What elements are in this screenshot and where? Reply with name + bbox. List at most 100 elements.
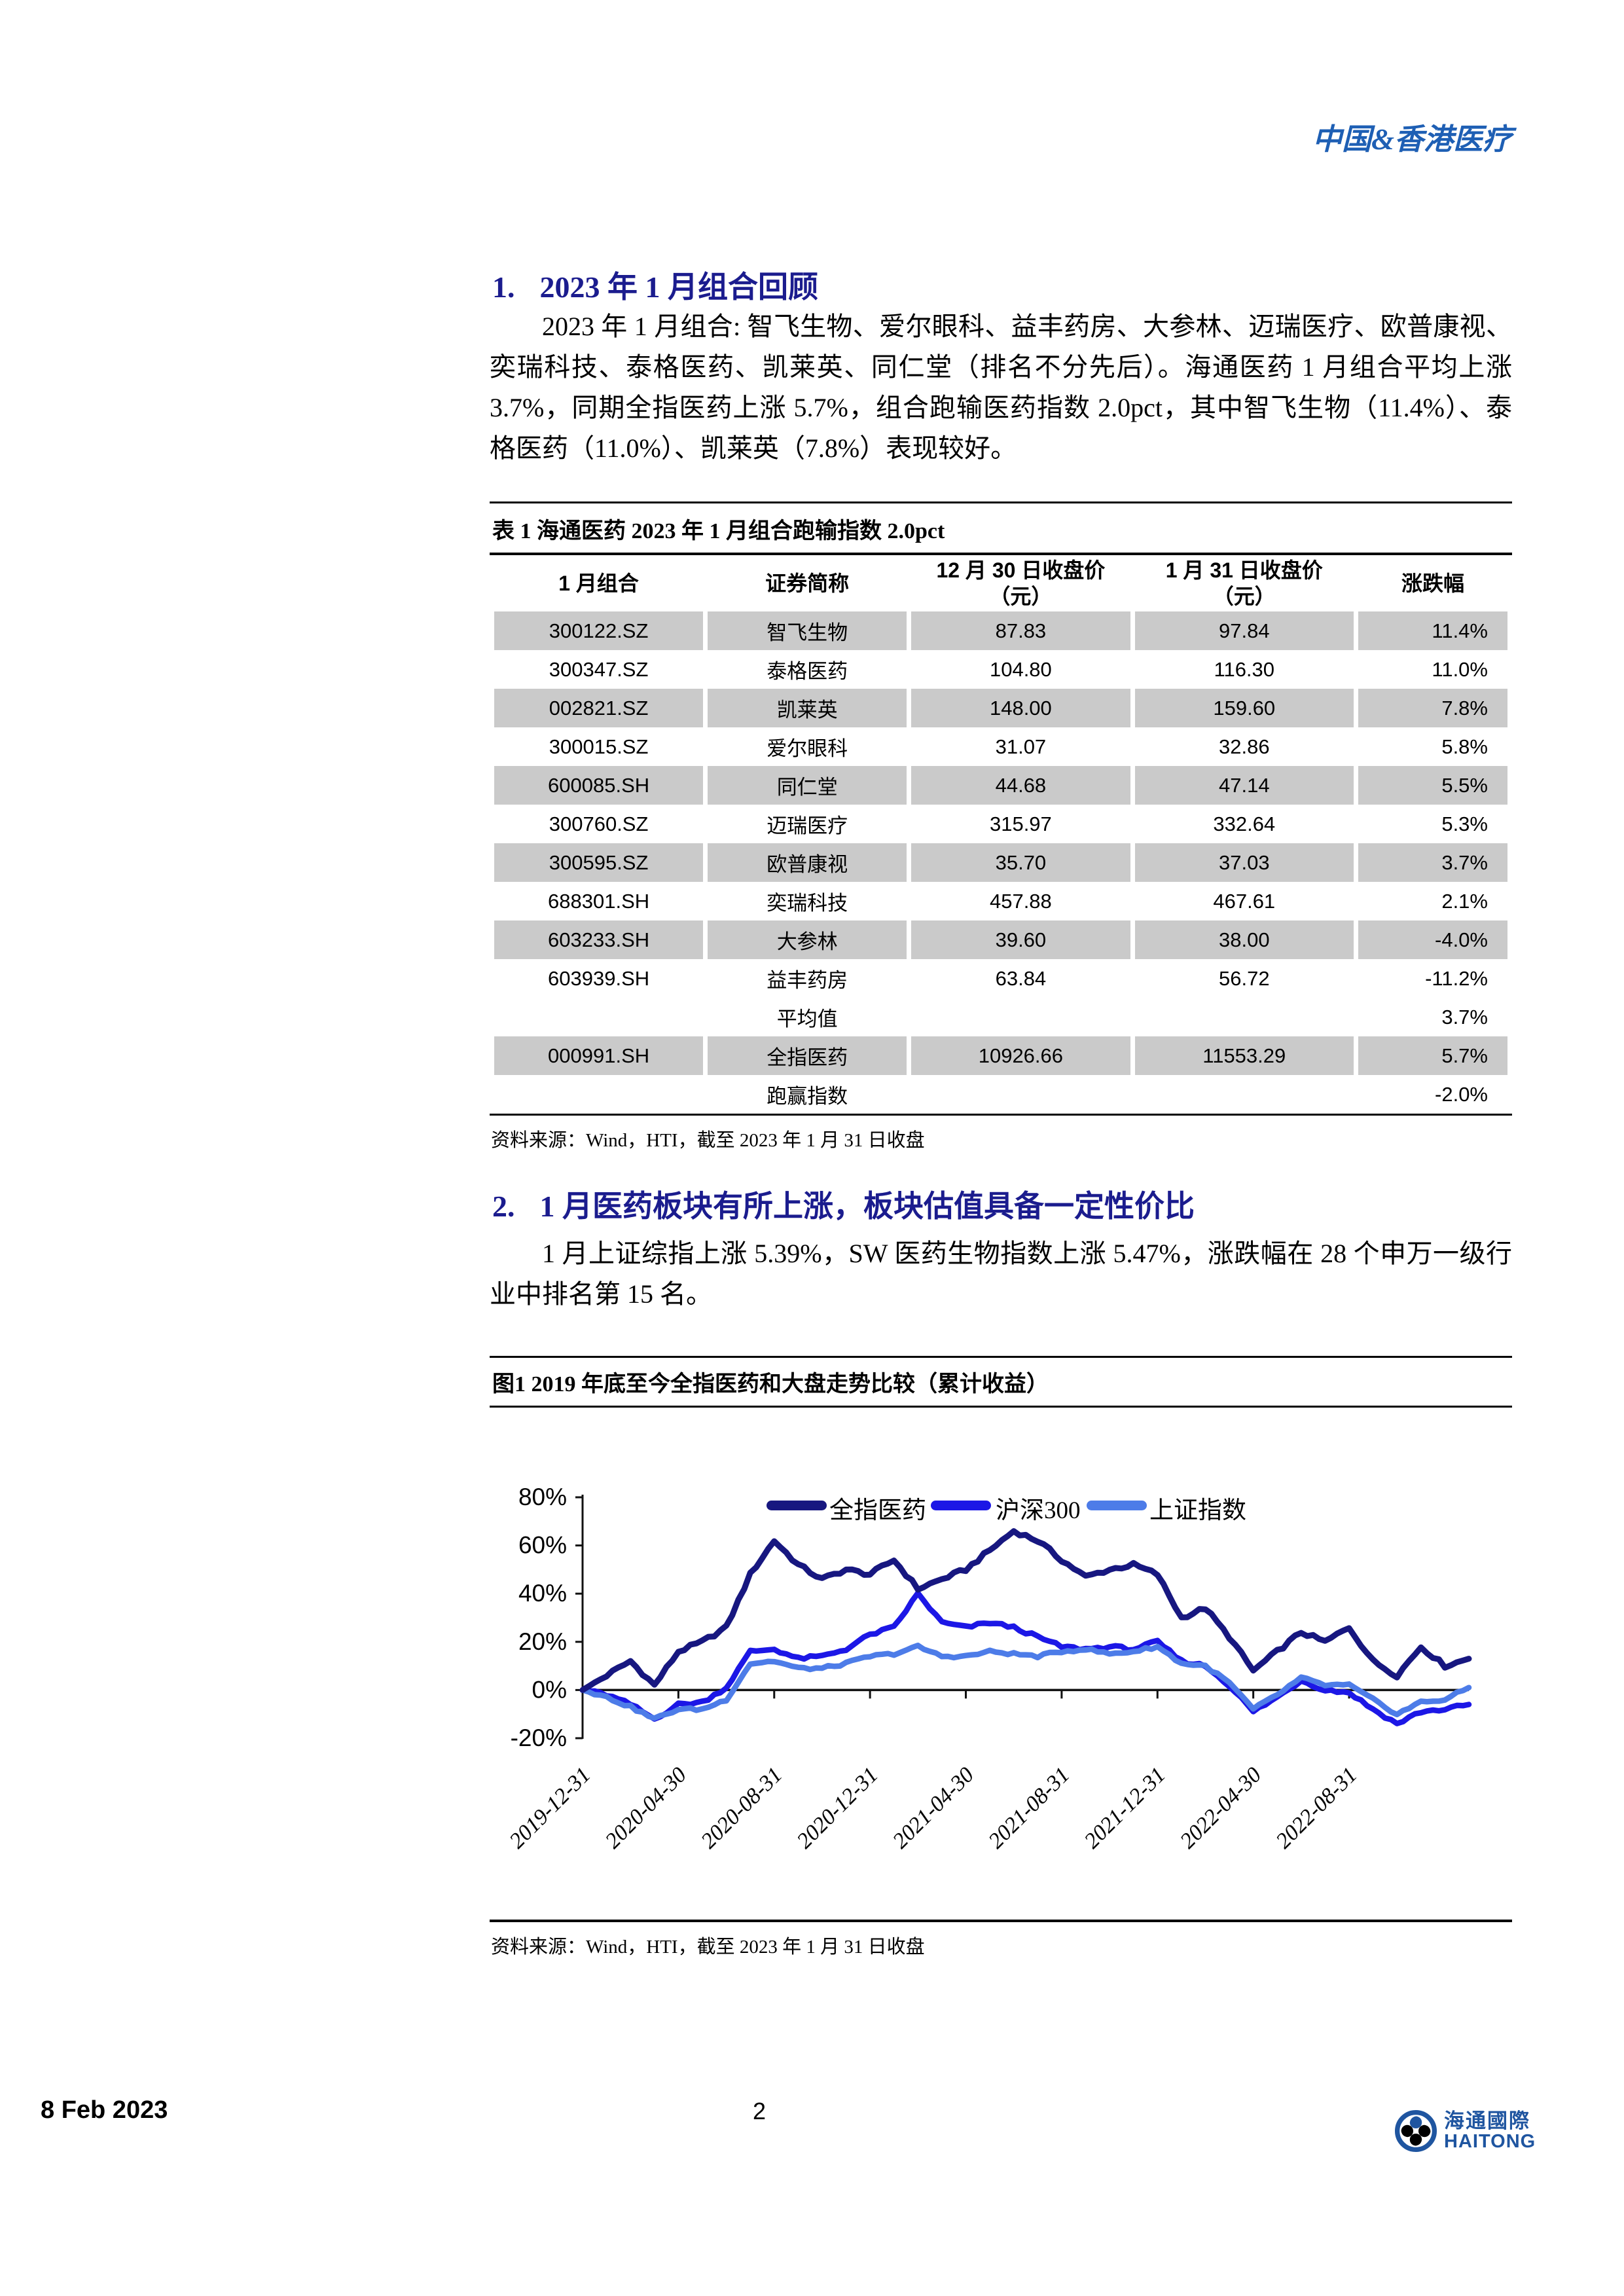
table-row: 603939.SH 益丰药房 63.84 56.72 -11.2%: [494, 959, 1507, 998]
stock-name: 智飞生物: [708, 611, 907, 650]
close-jan31: 467.61: [1213, 889, 1276, 913]
pct-change: -2.0%: [1435, 1082, 1488, 1106]
close-dec30: 44.68: [911, 766, 1130, 805]
series-line-2: [579, 1643, 1472, 1721]
footer-logo-text: 海通國際 HAITONG: [1444, 2110, 1536, 2153]
svg-text:60%: 60%: [518, 1532, 567, 1559]
section1-heading: 1. 2023 年 1 月组合回顾: [492, 263, 1513, 306]
column-header: 12 月 30 日收盘价 （元）: [936, 558, 1106, 608]
stock-code: 300347.SZ: [549, 657, 649, 681]
column-header: 涨跌幅: [1401, 572, 1464, 595]
section2-title: 1 月医药板块有所上涨，板块估值具备一定性价比: [539, 1190, 1195, 1223]
svg-text:2019-12-31: 2019-12-31: [505, 1762, 595, 1853]
stock-code: 002821.SZ: [494, 689, 704, 727]
figure1-block: 图1 2019 年底至今全指医药和大盘走势比较（累计收益） 全指医药 沪深300 上…: [490, 1356, 1512, 1959]
stock-name: 平均值: [776, 1008, 838, 1030]
stock-code: 603233.SH: [494, 920, 704, 959]
chart-axis-labels: 80%60%40%20%0%-20%2019-12-31 2020-04-30 20…: [505, 1484, 1362, 1853]
close-jan31: 38.00: [1134, 920, 1354, 959]
pct-change: 3.7%: [1441, 1005, 1488, 1029]
svg-text:2020-08-31: 2020-08-31: [696, 1762, 787, 1853]
close-dec30: 457.88: [989, 889, 1052, 913]
svg-text:80%: 80%: [518, 1484, 567, 1510]
table1-title: 表 1 海通医药 2023 年 1 月组合跑输指数 2.0pct: [490, 503, 1512, 555]
table-row: 000991.SH 全指医药 10926.66 11553.29 5.7%: [494, 1036, 1507, 1075]
svg-text:40%: 40%: [518, 1580, 567, 1607]
stock-code: 688301.SH: [548, 889, 650, 913]
stock-name: 爱尔眼科: [767, 737, 848, 760]
stock-name: 凯莱英: [708, 689, 907, 727]
svg-text:0%: 0%: [532, 1676, 567, 1703]
section2-heading: 2. 1 月医药板块有所上涨，板块估值具备一定性价比: [492, 1182, 1513, 1226]
close-dec30: 148.00: [911, 689, 1130, 727]
stock-name: 欧普康视: [708, 843, 907, 882]
svg-text:全指医药: 全指医药: [829, 1497, 926, 1524]
svg-text:2020-12-31: 2020-12-31: [792, 1762, 882, 1853]
pct-change: 5.3%: [1441, 812, 1488, 835]
table1-source: 资料来源：Wind，HTI，截至 2023 年 1 月 31 日收盘: [491, 1130, 925, 1151]
close-dec30: 39.60: [911, 920, 1130, 959]
column-header: 1 月组合: [558, 572, 639, 595]
stock-code: 300760.SZ: [549, 812, 649, 835]
table-row: 688301.SH 奕瑞科技 457.88 467.61 2.1%: [494, 882, 1507, 920]
close-dec30: 10926.66: [911, 1036, 1130, 1075]
stock-code: 300122.SZ: [494, 611, 704, 650]
table1-block: 表 1 海通医药 2023 年 1 月组合跑输指数 2.0pct 1 月组合 证券…: [490, 501, 1512, 1152]
stock-name: 益丰药房: [767, 969, 848, 992]
chart-series-lines: [579, 1528, 1472, 1726]
footer-logo-en: HAITONG: [1444, 2131, 1536, 2153]
svg-text:-20%: -20%: [511, 1724, 567, 1751]
column-header: 1 月 31 日收盘价 （元）: [1165, 558, 1323, 608]
portfolio-table: 1 月组合 证券简称 12 月 30 日收盘价 （元） 1 月 31 日收盘价 （元） 涨跌…: [490, 555, 1512, 1116]
stock-name: 全指医药: [708, 1036, 907, 1075]
pct-change: 5.5%: [1358, 766, 1507, 805]
close-jan31: 159.60: [1134, 689, 1354, 727]
pct-change: -11.2%: [1425, 966, 1488, 990]
svg-text:上证指数: 上证指数: [1149, 1497, 1246, 1524]
close-dec30: 63.84: [995, 966, 1047, 990]
section2-number: 2.: [492, 1190, 515, 1223]
table-row: 002821.SZ 凯莱英 148.00 159.60 7.8%: [494, 689, 1507, 727]
stock-name: 奕瑞科技: [767, 892, 848, 915]
pct-change: 2.1%: [1441, 889, 1488, 913]
stock-code: 603939.SH: [548, 966, 650, 990]
series-line-0: [579, 1528, 1472, 1693]
close-jan31: 56.72: [1218, 966, 1270, 990]
close-dec30: 104.80: [989, 657, 1052, 681]
figure1-source: 资料来源：Wind，HTI，截至 2023 年 1 月 31 日收盘: [491, 1937, 925, 1958]
stock-code: 300595.SZ: [494, 843, 704, 882]
close-dec30: 315.97: [989, 812, 1052, 835]
close-dec30: 35.70: [911, 843, 1130, 882]
pct-change: 5.7%: [1358, 1036, 1507, 1075]
close-jan31: 37.03: [1134, 843, 1354, 882]
stock-code: [494, 1075, 703, 1114]
svg-text:沪深300: 沪深300: [996, 1497, 1081, 1524]
figure1-chart: 全指医药 沪深300 上证指数 80% 60% 40% 20% 0% -20% 2019-12-…: [490, 1408, 1512, 1922]
section2-paragraph: 1 月上证综指上涨 5.39%，SW 医药生物指数上涨 5.47%，涨跌幅在 2…: [490, 1239, 1512, 1309]
stock-code: 300015.SZ: [549, 735, 649, 758]
close-jan31: 116.30: [1214, 657, 1275, 681]
svg-text:2021-12-31: 2021-12-31: [1080, 1762, 1170, 1853]
close-dec30: [911, 1075, 1130, 1114]
figure1-title: 图1 2019 年底至今全指医药和大盘走势比较（累计收益）: [490, 1358, 1512, 1408]
table-row: 300347.SZ 泰格医药 104.80 116.30 11.0%: [494, 650, 1507, 689]
close-jan31: 32.86: [1218, 735, 1270, 758]
table-row: 跑赢指数 -2.0%: [494, 1075, 1507, 1114]
line-chart: 全指医药 沪深300 上证指数 80% 60% 40% 20% 0% -20% 2019-12-…: [505, 1484, 1472, 1853]
svg-text:2021-08-31: 2021-08-31: [984, 1762, 1074, 1853]
pct-change: 3.7%: [1358, 843, 1507, 882]
footer-logo: 海通國際 HAITONG: [1394, 2109, 1536, 2153]
table-row: 300015.SZ 爱尔眼科 31.07 32.86 5.8%: [494, 727, 1507, 766]
pct-change: 7.8%: [1358, 689, 1507, 727]
stock-name: 泰格医药: [767, 660, 848, 683]
stock-name: 迈瑞医疗: [767, 814, 848, 837]
series-line-1: [579, 1590, 1472, 1726]
footer-date: 8 Feb 2023: [41, 2096, 168, 2124]
stock-code: [494, 998, 703, 1036]
stock-name: 同仁堂: [708, 766, 907, 805]
table-row: 平均值 3.7%: [494, 998, 1507, 1036]
close-jan31: [1135, 998, 1354, 1036]
section1-title: 2023 年 1 月组合回顾: [539, 270, 819, 304]
table-row: 300760.SZ 迈瑞医疗 315.97 332.64 5.3%: [494, 805, 1507, 843]
